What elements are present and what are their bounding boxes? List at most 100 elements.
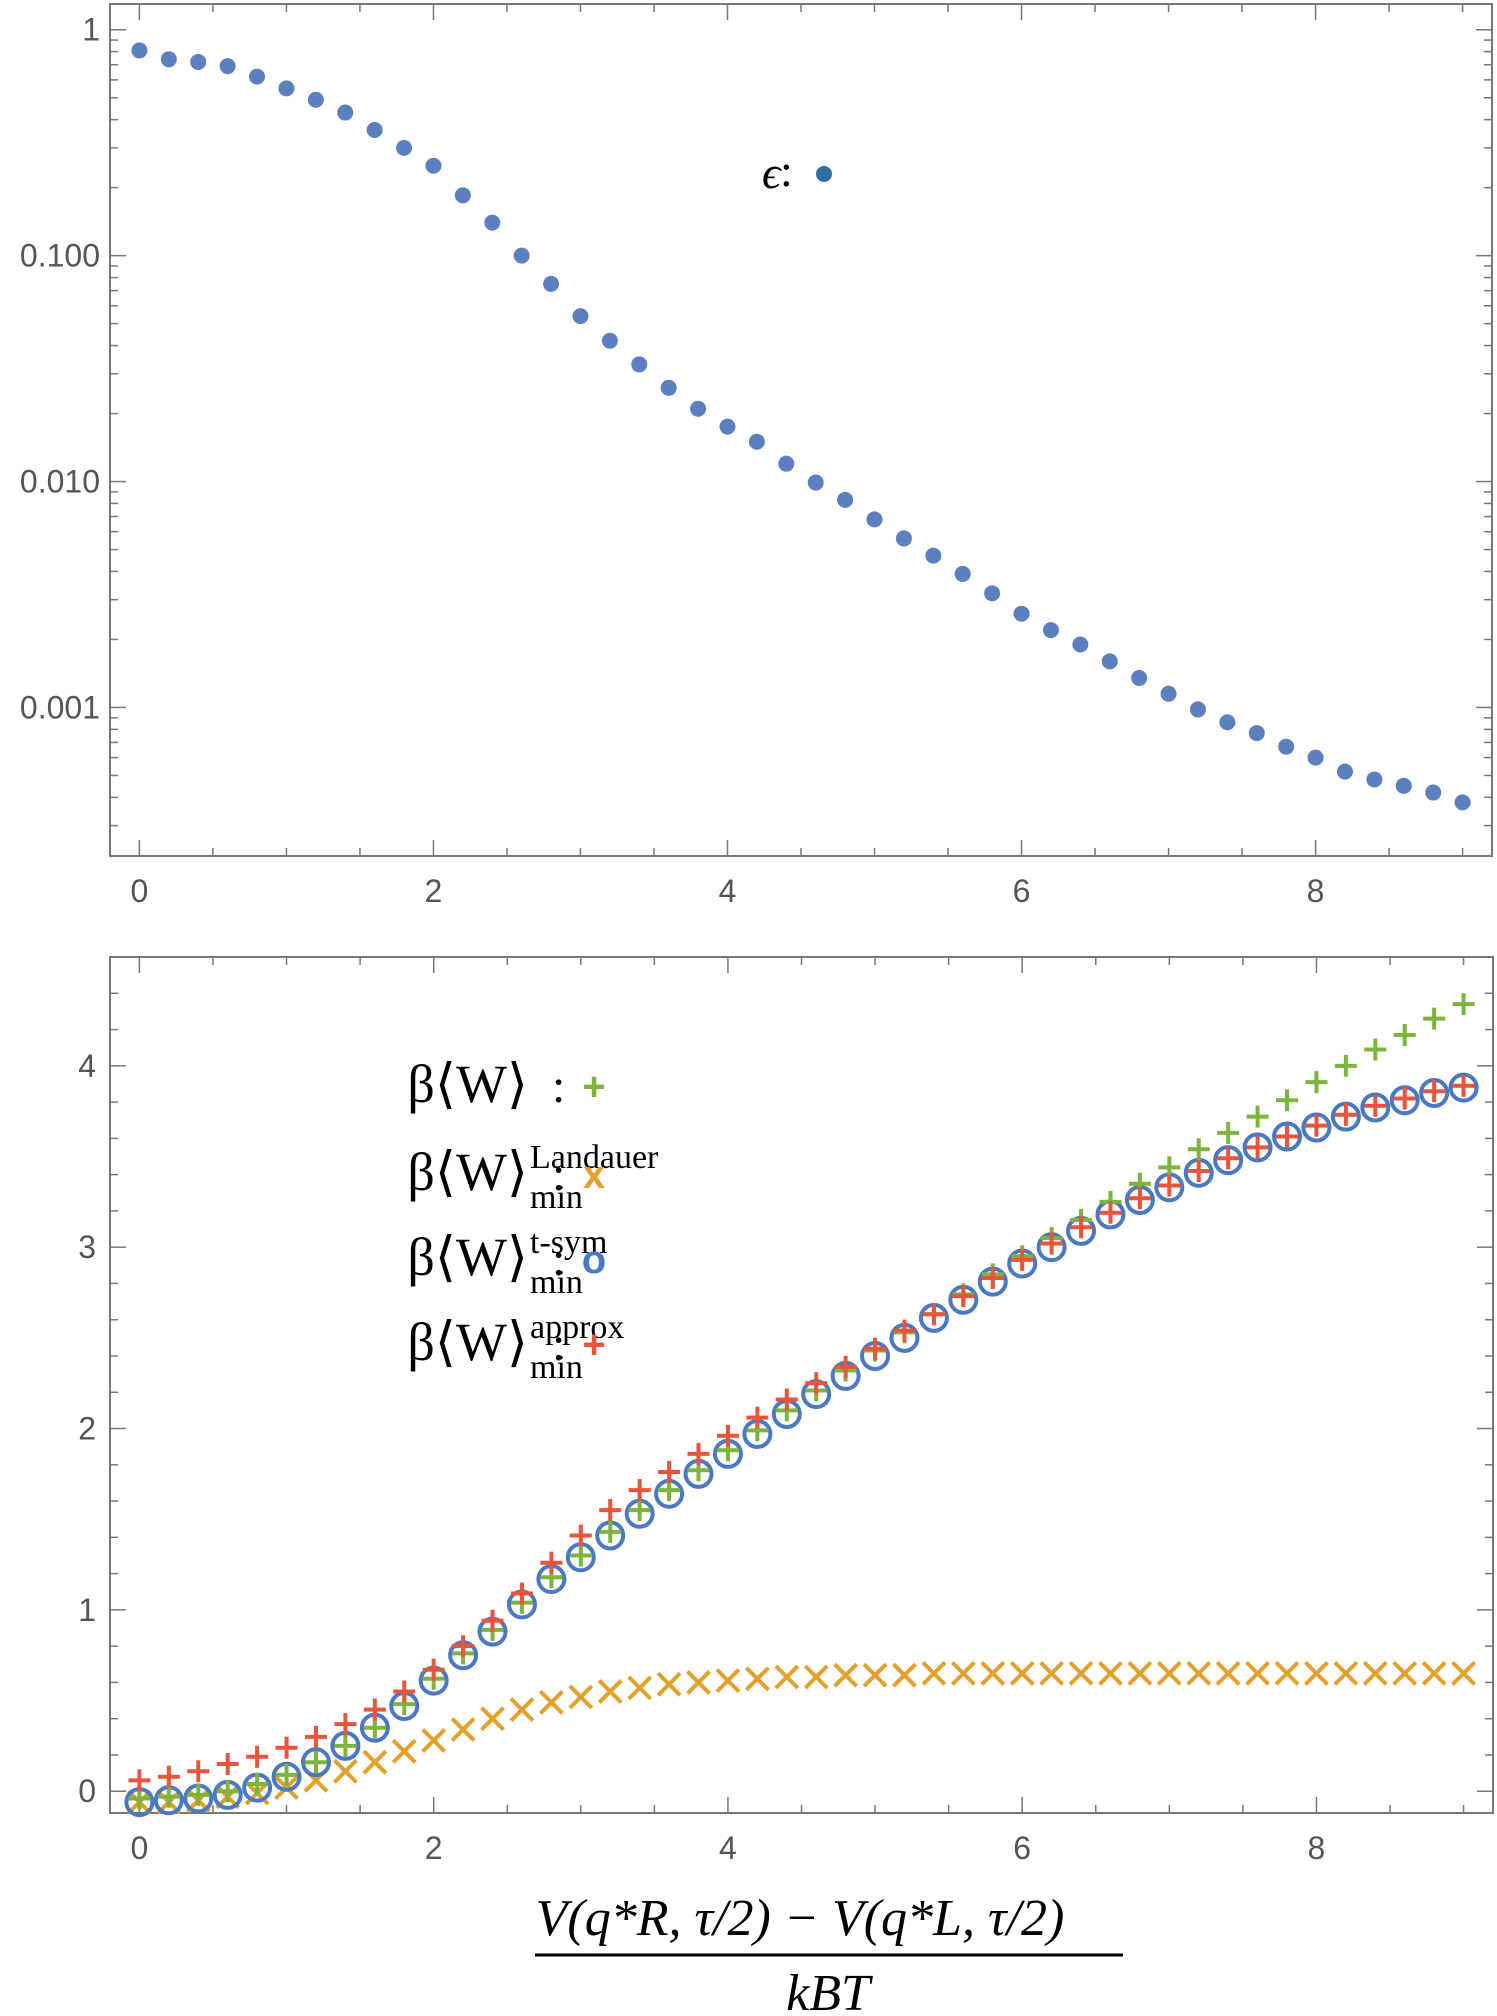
- epsilon-point: [454, 187, 471, 204]
- tsym-point: [271, 1761, 302, 1792]
- approx-point: [452, 1635, 475, 1658]
- work-point: [1364, 1038, 1387, 1061]
- epsilon-point: [748, 433, 765, 450]
- epsilon-point: [837, 491, 854, 508]
- approx-point: [864, 1337, 887, 1360]
- approx-point: [157, 1765, 180, 1788]
- approx-point: [952, 1285, 975, 1308]
- landauer-point: [538, 1689, 564, 1715]
- approx-point: [1040, 1232, 1063, 1255]
- epsilon-point: [690, 400, 707, 417]
- epsilon-point: [1336, 763, 1353, 780]
- epsilon-point: [1219, 714, 1236, 731]
- epsilon-point: [484, 214, 501, 231]
- landauer-point: [1245, 1660, 1271, 1686]
- landauer-point: [1098, 1660, 1123, 1686]
- landauer-point: [421, 1728, 447, 1753]
- top-legend-label: ϵ: [762, 147, 783, 198]
- epsilon-point: [337, 104, 354, 121]
- approx-point: [746, 1406, 769, 1429]
- approx-point: [1364, 1094, 1387, 1117]
- epsilon-point: [1278, 738, 1295, 755]
- bottom-x-tick-label: 4: [719, 1830, 737, 1866]
- top-legend-marker: [816, 166, 832, 182]
- bottom-x-tick-label: 2: [425, 1830, 443, 1866]
- landauer-point: [597, 1679, 623, 1704]
- landauer-point: [362, 1749, 388, 1775]
- epsilon-point: [1248, 725, 1265, 742]
- top-x-tick-label: 6: [1013, 873, 1031, 909]
- approx-point: [1099, 1201, 1122, 1224]
- legend-marker-x: x: [583, 1153, 605, 1197]
- work-point: [246, 1772, 269, 1795]
- approx-point: [216, 1753, 239, 1776]
- epsilon-point: [925, 547, 942, 564]
- legend-subscript: min: [530, 1264, 583, 1301]
- approx-point: [599, 1499, 622, 1522]
- epsilon-point: [1395, 777, 1412, 794]
- epsilon-point: [1366, 771, 1383, 788]
- top-plot-frame: [109, 3, 1493, 857]
- epsilon-point: [219, 58, 236, 75]
- approx-point: [1011, 1248, 1034, 1271]
- approx-point: [304, 1725, 327, 1748]
- epsilon-point: [543, 275, 560, 292]
- legend-symbol: β⟨W⟩: [407, 1142, 528, 1202]
- legend-separator: :: [552, 1233, 565, 1286]
- approx-point: [1246, 1136, 1269, 1159]
- landauer-point: [274, 1775, 299, 1801]
- tsym-point: [1242, 1132, 1273, 1163]
- approx-point: [1276, 1125, 1299, 1148]
- epsilon-point: [984, 585, 1001, 602]
- epsilon-point: [1013, 605, 1030, 622]
- legend-symbol: β⟨W⟩: [407, 1054, 528, 1114]
- epsilon-point: [1189, 701, 1206, 718]
- legend-separator: :: [552, 1148, 565, 1201]
- work-point: [187, 1783, 210, 1806]
- epsilon-point: [866, 511, 883, 528]
- legend-superscript: approx: [530, 1309, 624, 1346]
- top-x-tick-label: 8: [1307, 873, 1325, 909]
- approx-point: [510, 1582, 533, 1605]
- epsilon-point: [572, 308, 589, 325]
- work-point: [1217, 1121, 1240, 1144]
- epsilon-point: [631, 356, 648, 373]
- approx-point: [1305, 1114, 1328, 1137]
- bottom-x-tick-label: 8: [1308, 1830, 1326, 1866]
- work-point: [157, 1785, 180, 1808]
- epsilon-point: [954, 565, 971, 582]
- top-y-tick-label: 0.001: [20, 689, 100, 725]
- epsilon-point: [425, 157, 442, 174]
- landauer-point: [950, 1660, 976, 1686]
- landauer-point: [391, 1738, 417, 1764]
- landauer-point: [715, 1668, 741, 1694]
- work-point: [1393, 1023, 1416, 1046]
- legend-symbol: β⟨W⟩: [407, 1312, 528, 1372]
- legend-marker-plus: +: [582, 1065, 605, 1109]
- approx-point: [187, 1760, 210, 1783]
- approx-point: [658, 1461, 681, 1484]
- approx-point: [1423, 1080, 1446, 1103]
- landauer-point: [1333, 1660, 1359, 1686]
- top-y-tick-label: 0.010: [20, 464, 100, 500]
- epsilon-point: [131, 42, 148, 59]
- tsym-point: [1330, 1101, 1361, 1132]
- work-point: [569, 1544, 592, 1567]
- work-point: [216, 1780, 239, 1803]
- landauer-point: [1392, 1660, 1418, 1686]
- landauer-point: [1421, 1660, 1447, 1686]
- work-point: [1276, 1089, 1299, 1112]
- tsym-point: [1360, 1092, 1391, 1123]
- landauer-point: [1215, 1660, 1241, 1686]
- work-point: [1246, 1105, 1269, 1128]
- top-x-tick-label: 2: [425, 873, 443, 909]
- epsilon-point: [190, 53, 207, 70]
- landauer-point: [450, 1717, 476, 1742]
- work-point: [275, 1763, 298, 1786]
- work-point: [1305, 1071, 1328, 1094]
- approx-point: [540, 1551, 563, 1574]
- epsilon-point: [778, 455, 795, 472]
- approx-point: [1334, 1103, 1357, 1126]
- approx-point: [1070, 1216, 1093, 1239]
- legend-symbol: β⟨W⟩: [407, 1227, 528, 1287]
